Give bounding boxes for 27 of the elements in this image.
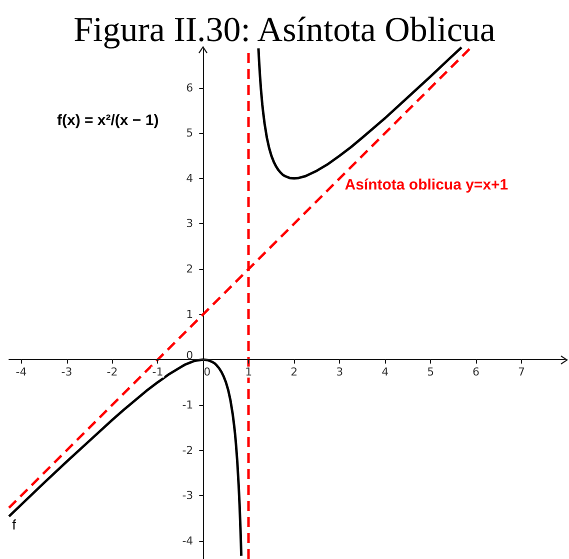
y-tick-label: -3 (182, 489, 194, 502)
x-tick-label: -2 (106, 366, 118, 379)
series-label: Asíntota oblicua y=x+1 (344, 176, 508, 194)
y-tick-label: 0 (186, 349, 194, 362)
y-tick-label: -4 (182, 534, 194, 548)
x-tick-label: 1 (245, 366, 252, 379)
y-tick-label: -2 (182, 444, 194, 457)
x-tick-label: 4 (382, 366, 389, 379)
x-tick-label: 2 (290, 366, 298, 379)
x-tick-label: 0 (204, 366, 211, 379)
chart-title: Figura II.30: Asíntota Oblicua (74, 10, 496, 49)
x-tick-label: -1 (152, 366, 164, 379)
y-tick-label: 2 (186, 262, 194, 276)
y-tick-label: -1 (182, 398, 194, 412)
y-tick-label: 4 (186, 172, 194, 185)
x-tick-label: -4 (16, 366, 27, 379)
y-tick-label: 3 (186, 217, 194, 230)
x-tick-label: 7 (518, 366, 526, 379)
x-tick-label: 3 (336, 366, 344, 379)
series-label: f (12, 516, 16, 532)
x-tick-label: -3 (61, 366, 72, 379)
x-tick-label: 6 (472, 366, 480, 379)
y-tick-label: 6 (186, 81, 194, 94)
annotation: f(x) = x²/(x − 1) (57, 112, 159, 130)
x-tick-label: 5 (427, 366, 434, 379)
y-tick-label: 5 (186, 126, 194, 140)
y-tick-label: 1 (186, 308, 194, 321)
